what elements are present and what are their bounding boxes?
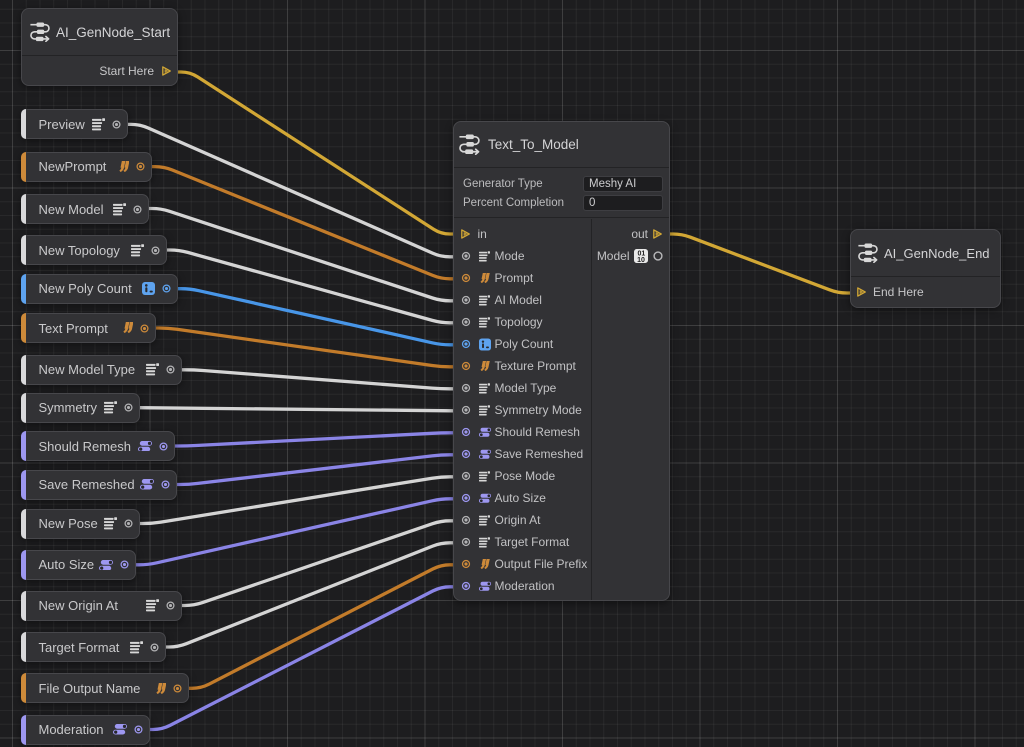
svg-text:10: 10 [637, 257, 645, 263]
svg-text:01: 01 [637, 250, 645, 257]
